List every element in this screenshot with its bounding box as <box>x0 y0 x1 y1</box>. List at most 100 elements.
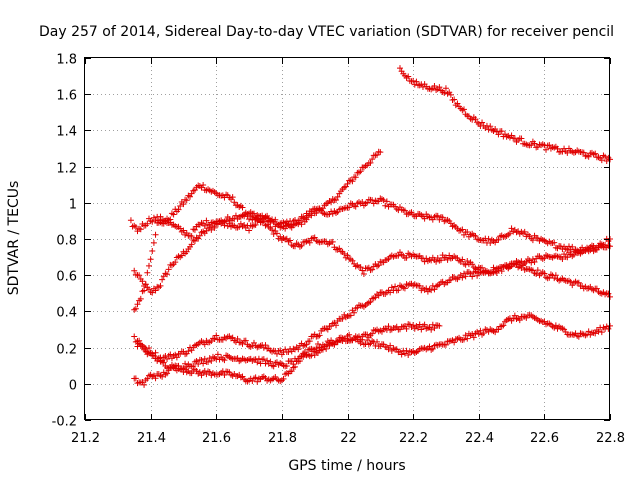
data-point-track-d <box>173 354 180 361</box>
x-tick-label: 22 <box>340 431 357 446</box>
data-point-track-c <box>383 198 390 205</box>
data-point-track-g <box>436 84 443 91</box>
data-point-track-f <box>165 367 172 374</box>
data-point-track-d <box>339 315 346 322</box>
data-point-track-b <box>552 272 559 279</box>
data-point-track-a <box>334 193 341 200</box>
plot-frame <box>84 57 610 420</box>
data-point-track-c <box>265 215 272 222</box>
data-point-track-e <box>429 321 436 328</box>
data-point-track-c <box>177 225 184 232</box>
data-point-track-e <box>254 378 261 385</box>
data-point-track-f <box>190 363 197 370</box>
data-point-track-b <box>534 267 541 274</box>
data-point-track-g <box>528 142 535 149</box>
data-point-track-a <box>136 272 143 279</box>
data-point-track-b <box>462 261 469 268</box>
data-point-track-e <box>141 344 148 351</box>
data-point-track-b <box>231 199 238 206</box>
data-point-track-a <box>164 271 171 278</box>
data-point-track-c <box>272 216 279 223</box>
data-point-track-a <box>172 259 179 266</box>
data-point-track-c <box>260 217 267 224</box>
x-tick-label: 21.2 <box>71 431 100 446</box>
data-point-track-a <box>298 221 305 228</box>
data-point-track-g <box>602 153 609 160</box>
data-point-track-f <box>182 360 189 367</box>
data-point-track-a <box>374 151 381 158</box>
data-point-track-e <box>418 326 425 333</box>
y-tick-label: 0 <box>69 379 77 394</box>
data-point-track-c <box>288 221 295 228</box>
data-point-track-c <box>401 207 408 214</box>
data-point-track-f <box>270 363 277 370</box>
x-tick-label: 21.8 <box>268 431 297 446</box>
data-point-track-f <box>442 341 449 348</box>
data-point-track-a <box>367 159 374 166</box>
data-point-track-c <box>495 236 502 243</box>
data-point-track-b <box>287 237 294 244</box>
data-point-track-d <box>324 326 331 333</box>
data-point-track-f <box>605 325 612 332</box>
data-point-track-f <box>385 346 392 353</box>
data-point-track-a <box>191 237 198 244</box>
data-point-track-d <box>347 312 354 319</box>
data-point-track-a <box>178 252 185 259</box>
data-point-track-b <box>357 264 364 271</box>
data-point-track-c <box>447 220 454 227</box>
data-point-track-c <box>382 202 389 209</box>
data-point-track-e <box>403 325 410 332</box>
data-point-track-f <box>180 365 187 372</box>
data-point-track-a <box>232 212 239 219</box>
data-point-track-b <box>341 250 348 257</box>
data-point-track-f <box>585 328 592 335</box>
data-point-track-b <box>142 281 149 288</box>
data-point-track-g <box>441 89 448 96</box>
data-point-track-f <box>260 356 267 363</box>
data-point-track-f <box>405 351 412 358</box>
data-point-track-f <box>470 334 477 341</box>
data-point-track-a <box>196 232 203 239</box>
data-point-track-c <box>252 221 259 228</box>
data-point-track-g <box>580 149 587 156</box>
data-point-track-c <box>434 212 441 219</box>
data-point-track-d <box>234 335 241 342</box>
data-point-track-f <box>195 360 202 367</box>
data-point-track-g <box>531 140 538 147</box>
data-point-track-d <box>392 283 399 290</box>
data-point-track-g <box>410 77 417 84</box>
data-point-track-f <box>264 357 271 364</box>
data-point-track-b <box>444 256 451 263</box>
data-point-track-c <box>313 210 320 217</box>
data-point-track-b <box>605 290 612 297</box>
data-point-track-f <box>267 358 274 365</box>
data-point-track-f <box>592 330 599 337</box>
data-point-track-a <box>377 149 384 156</box>
data-point-track-g <box>585 153 592 160</box>
data-point-track-d <box>564 254 571 261</box>
data-point-track-d <box>185 348 192 355</box>
data-point-track-f <box>141 381 148 388</box>
data-point-track-f <box>311 352 318 359</box>
data-point-track-f <box>460 336 467 343</box>
data-point-track-f <box>354 334 361 341</box>
data-point-track-e <box>410 322 417 329</box>
x-tick-label: 22.4 <box>465 431 494 446</box>
data-point-track-c <box>137 226 144 233</box>
y-tick-label: 1.2 <box>56 162 77 177</box>
data-point-track-g <box>603 157 610 164</box>
data-point-track-g <box>442 85 449 92</box>
y-tick-label: 1.6 <box>56 89 77 104</box>
data-point-track-g <box>405 73 412 80</box>
data-point-track-d <box>511 261 518 268</box>
data-point-track-d <box>531 258 538 265</box>
data-point-track-d <box>528 259 535 266</box>
x-tick-label: 21.6 <box>202 431 231 446</box>
data-point-track-d <box>131 333 138 340</box>
data-point-track-d <box>595 244 602 251</box>
x-tick-labels: 21.2 21.4 21.6 21.8 22 22.2 22.4 22.6 22.8 <box>71 431 625 446</box>
x-axis-label: GPS time / hours <box>288 458 405 474</box>
data-points <box>127 65 613 388</box>
data-point-track-f <box>516 317 523 324</box>
data-point-track-d <box>428 287 435 294</box>
